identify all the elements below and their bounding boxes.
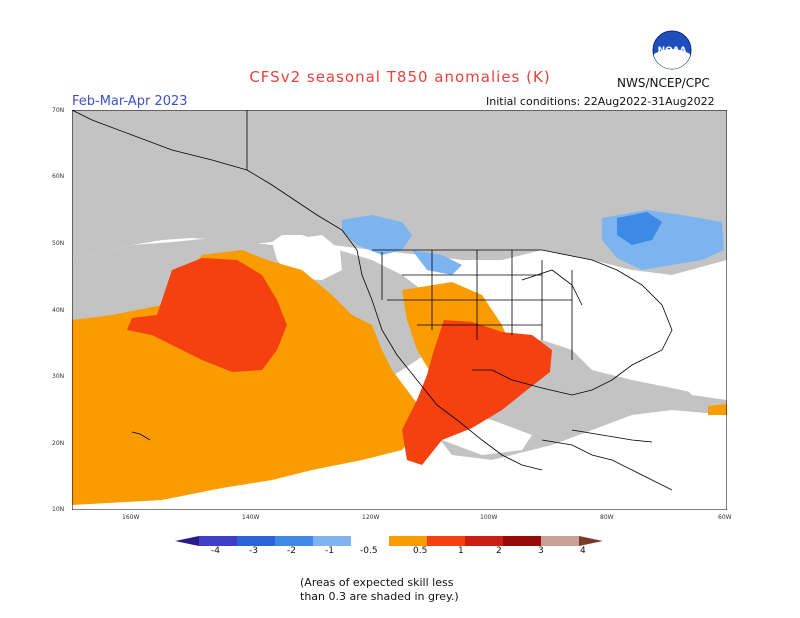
colorbar-m3-m2	[237, 536, 275, 546]
colorbar-label-p3: 3	[538, 546, 544, 556]
colorbar-m2-m1	[275, 536, 313, 546]
lat-label-40n: 40N	[52, 307, 65, 314]
season-label: Feb-Mar-Apr 2023	[72, 94, 188, 109]
skill-note: (Areas of expected skill less than 0.3 a…	[300, 576, 600, 604]
colorbar-arrow-right	[579, 536, 603, 546]
colorbar-label-m2: -2	[287, 546, 296, 556]
colorbar	[175, 536, 603, 546]
lon-label-120w: 120W	[362, 514, 380, 521]
strong-positive-anomaly-areas	[127, 258, 552, 465]
colorbar-label-m4: -4	[211, 546, 220, 556]
map-title: CFSv2 seasonal T850 anomalies (K)	[249, 68, 551, 86]
colorbar-label-p05: 0.5	[413, 546, 428, 556]
colorbar-label-m1: -1	[325, 546, 334, 556]
colorbar-p1-p2	[427, 536, 465, 546]
noaa-logo: NOAA	[652, 30, 692, 70]
colorbar-p05-p1	[389, 536, 427, 546]
lat-label-70n: 70N	[52, 107, 65, 114]
colorbar-label-m3: -3	[249, 546, 258, 556]
lat-label-50n: 50N	[52, 240, 65, 247]
lat-label-30n: 30N	[52, 373, 65, 380]
colorbar-m4-m3	[199, 536, 237, 546]
lon-label-80w: 80W	[600, 514, 614, 521]
lat-label-20n: 20N	[52, 440, 65, 447]
skill-note-line-2: than 0.3 are shaded in grey.)	[300, 590, 459, 603]
colorbar-p4-p5	[541, 536, 579, 546]
anomaly-map	[72, 110, 727, 510]
colorbar-neutral	[351, 536, 389, 546]
colorbar-arrow-left	[175, 536, 199, 546]
lat-label-60n: 60N	[52, 173, 65, 180]
skill-note-line-1: (Areas of expected skill less	[300, 576, 454, 589]
agency-label: NWS/NCEP/CPC	[617, 76, 710, 90]
colorbar-p2-p3	[465, 536, 503, 546]
lon-label-140w: 140W	[242, 514, 260, 521]
colorbar-p3-p4	[503, 536, 541, 546]
lat-label-10n: 10N	[52, 506, 65, 513]
coastlines	[72, 110, 673, 491]
logo-text: NOAA	[658, 46, 687, 56]
colorbar-m1-m05	[313, 536, 351, 546]
lon-label-100w: 100W	[480, 514, 498, 521]
lon-label-160w: 160W	[122, 514, 140, 521]
colorbar-label-p2: 2	[496, 546, 502, 556]
lon-label-60w: 60W	[718, 514, 732, 521]
strong-negative-anomaly-areas	[617, 212, 662, 245]
initial-conditions-label: Initial conditions: 22Aug2022-31Aug2022	[486, 95, 715, 108]
colorbar-label-p4: 4	[580, 546, 586, 556]
colorbar-label-m05: -0.5	[360, 546, 378, 556]
colorbar-label-p1: 1	[458, 546, 464, 556]
